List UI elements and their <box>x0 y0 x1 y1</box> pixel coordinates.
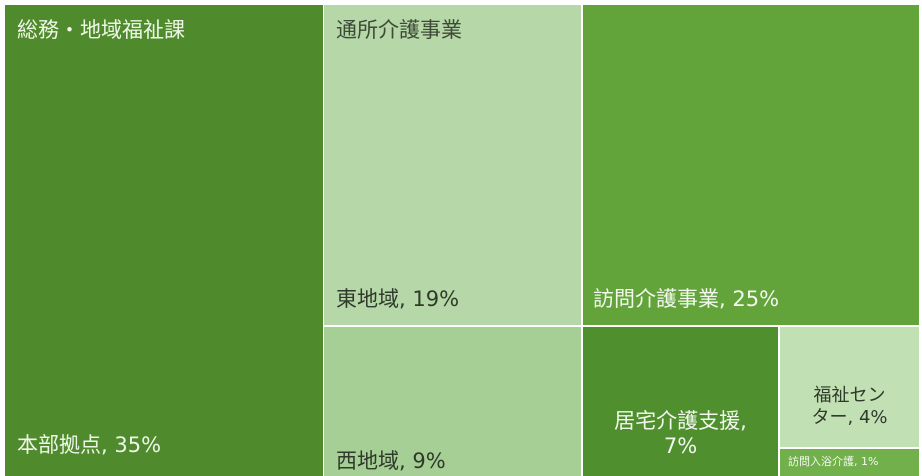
treemap-tile: 訪問入浴介護, 1% <box>780 449 919 476</box>
treemap-group-title: 総務・地域福祉課 <box>17 18 185 42</box>
treemap-tile: 東地域, 19% <box>324 5 581 325</box>
treemap-tile-label: 本部拠点, 35% <box>17 433 162 457</box>
treemap-tile-label: 福祉セン ター, 4% <box>811 385 888 428</box>
treemap-tile: 居宅介護支援, 7% <box>583 327 778 476</box>
treemap-tile-label: 居宅介護支援, 7% <box>614 409 747 459</box>
treemap-group-title: 通所介護事業 <box>336 18 462 42</box>
treemap-tile: 福祉セン ター, 4% <box>780 327 919 447</box>
treemap-tile-label: 西地域, 9% <box>336 449 446 473</box>
treemap-tile-label: 訪問介護事業, 25% <box>593 287 780 311</box>
treemap-tile: 訪問介護事業, 25% <box>583 5 919 325</box>
treemap-tile-label: 東地域, 19% <box>336 287 460 311</box>
treemap-tile: 西地域, 9% <box>324 327 581 476</box>
treemap-tile-label: 訪問入浴介護, 1% <box>788 455 879 468</box>
treemap-tile: 本部拠点, 35% <box>5 5 323 476</box>
